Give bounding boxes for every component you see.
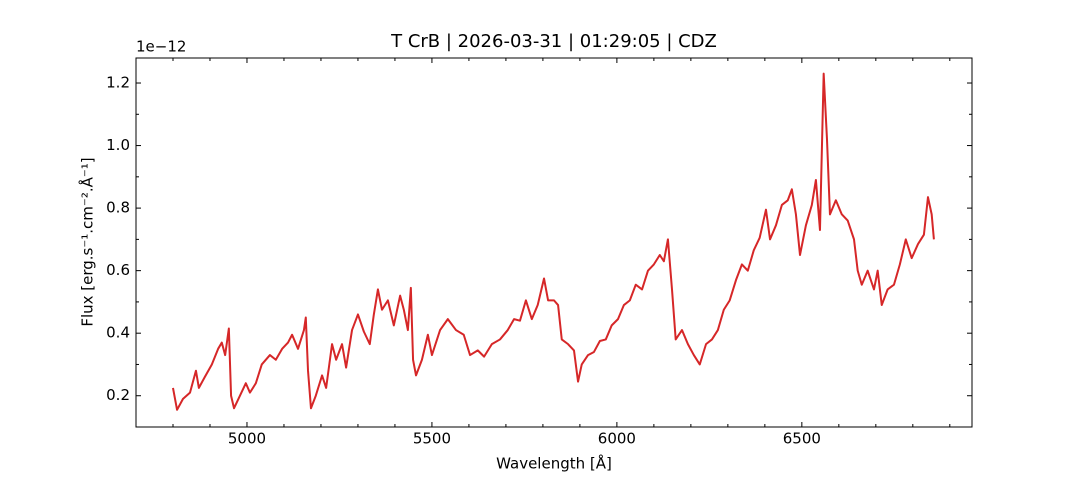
chart-title: T CrB | 2026-03-31 | 01:29:05 | CDZ	[390, 31, 717, 52]
y-tick-label: 1.0	[106, 136, 130, 154]
y-tick-label: 1.2	[106, 74, 130, 92]
spectrum-line	[172, 72, 935, 411]
x-tick-label: 6000	[598, 430, 636, 448]
y-tick-label: 0.4	[106, 324, 130, 342]
y-axis-label: Flux [erg.s⁻¹.cm⁻².Å⁻¹]	[78, 157, 97, 326]
x-axis-label: Wavelength [Å]	[496, 454, 612, 473]
x-tick-label: 5500	[413, 430, 451, 448]
y-offset-label: 1e−12	[136, 38, 186, 56]
y-tick-label: 0.8	[106, 199, 130, 217]
y-tick-label: 0.6	[106, 261, 130, 279]
y-tick-label: 0.2	[106, 386, 130, 404]
x-tick-label: 6500	[783, 430, 821, 448]
plot-frame	[135, 57, 973, 428]
x-tick-label: 5000	[228, 430, 266, 448]
